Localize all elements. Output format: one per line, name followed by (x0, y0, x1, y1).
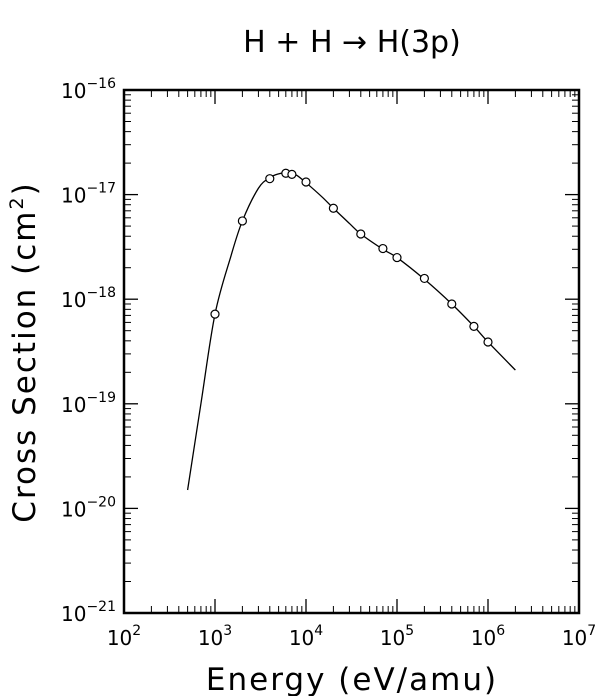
y-tick-label: 10−20 (61, 494, 116, 521)
y-axis-label-close: ) (7, 181, 43, 195)
y-tick-label: 10−17 (61, 181, 116, 208)
data-point (483, 337, 493, 347)
x-tick-label: 107 (562, 623, 596, 650)
data-point (469, 321, 479, 331)
y-tick-label: 10−21 (61, 599, 116, 626)
x-tick-label: 105 (380, 623, 414, 650)
data-point (301, 177, 311, 187)
y-tick-label: 10−16 (61, 76, 116, 103)
data-point (356, 229, 366, 239)
data-point (287, 169, 297, 179)
y-axis-label: Cross Section (cm2) (6, 181, 43, 522)
data-point (237, 216, 247, 226)
data-point (447, 299, 457, 309)
data-point (392, 252, 402, 263)
y-axis-label-superscript: 2 (6, 195, 28, 209)
x-tick-label: 104 (289, 623, 323, 650)
major-ticks (123, 89, 580, 614)
data-points (210, 168, 493, 347)
y-tick-label: 10−19 (61, 390, 116, 417)
y-tick-labels: 10−16 10−17 10−18 10−19 10−20 10−21 (61, 76, 116, 626)
data-point (265, 174, 275, 184)
x-tick-labels: 102 103 104 105 106 107 (107, 623, 596, 650)
minor-ticks (124, 90, 579, 613)
x-axis-label: Energy (eV/amu) (206, 662, 498, 696)
x-tick-label: 103 (198, 623, 232, 650)
plot-frame (122, 88, 581, 615)
chart-title: H + H → H(3p) (243, 25, 461, 60)
x-tick-label: 106 (471, 623, 505, 650)
y-tick-label: 10−18 (61, 285, 116, 312)
fit-curve-line (186, 172, 516, 491)
data-point (419, 273, 429, 284)
y-axis-label-text: Cross Section (cm (7, 210, 43, 523)
data-point (328, 203, 338, 213)
data-point (378, 243, 388, 254)
data-point (210, 309, 220, 319)
x-tick-label: 102 (107, 623, 141, 650)
